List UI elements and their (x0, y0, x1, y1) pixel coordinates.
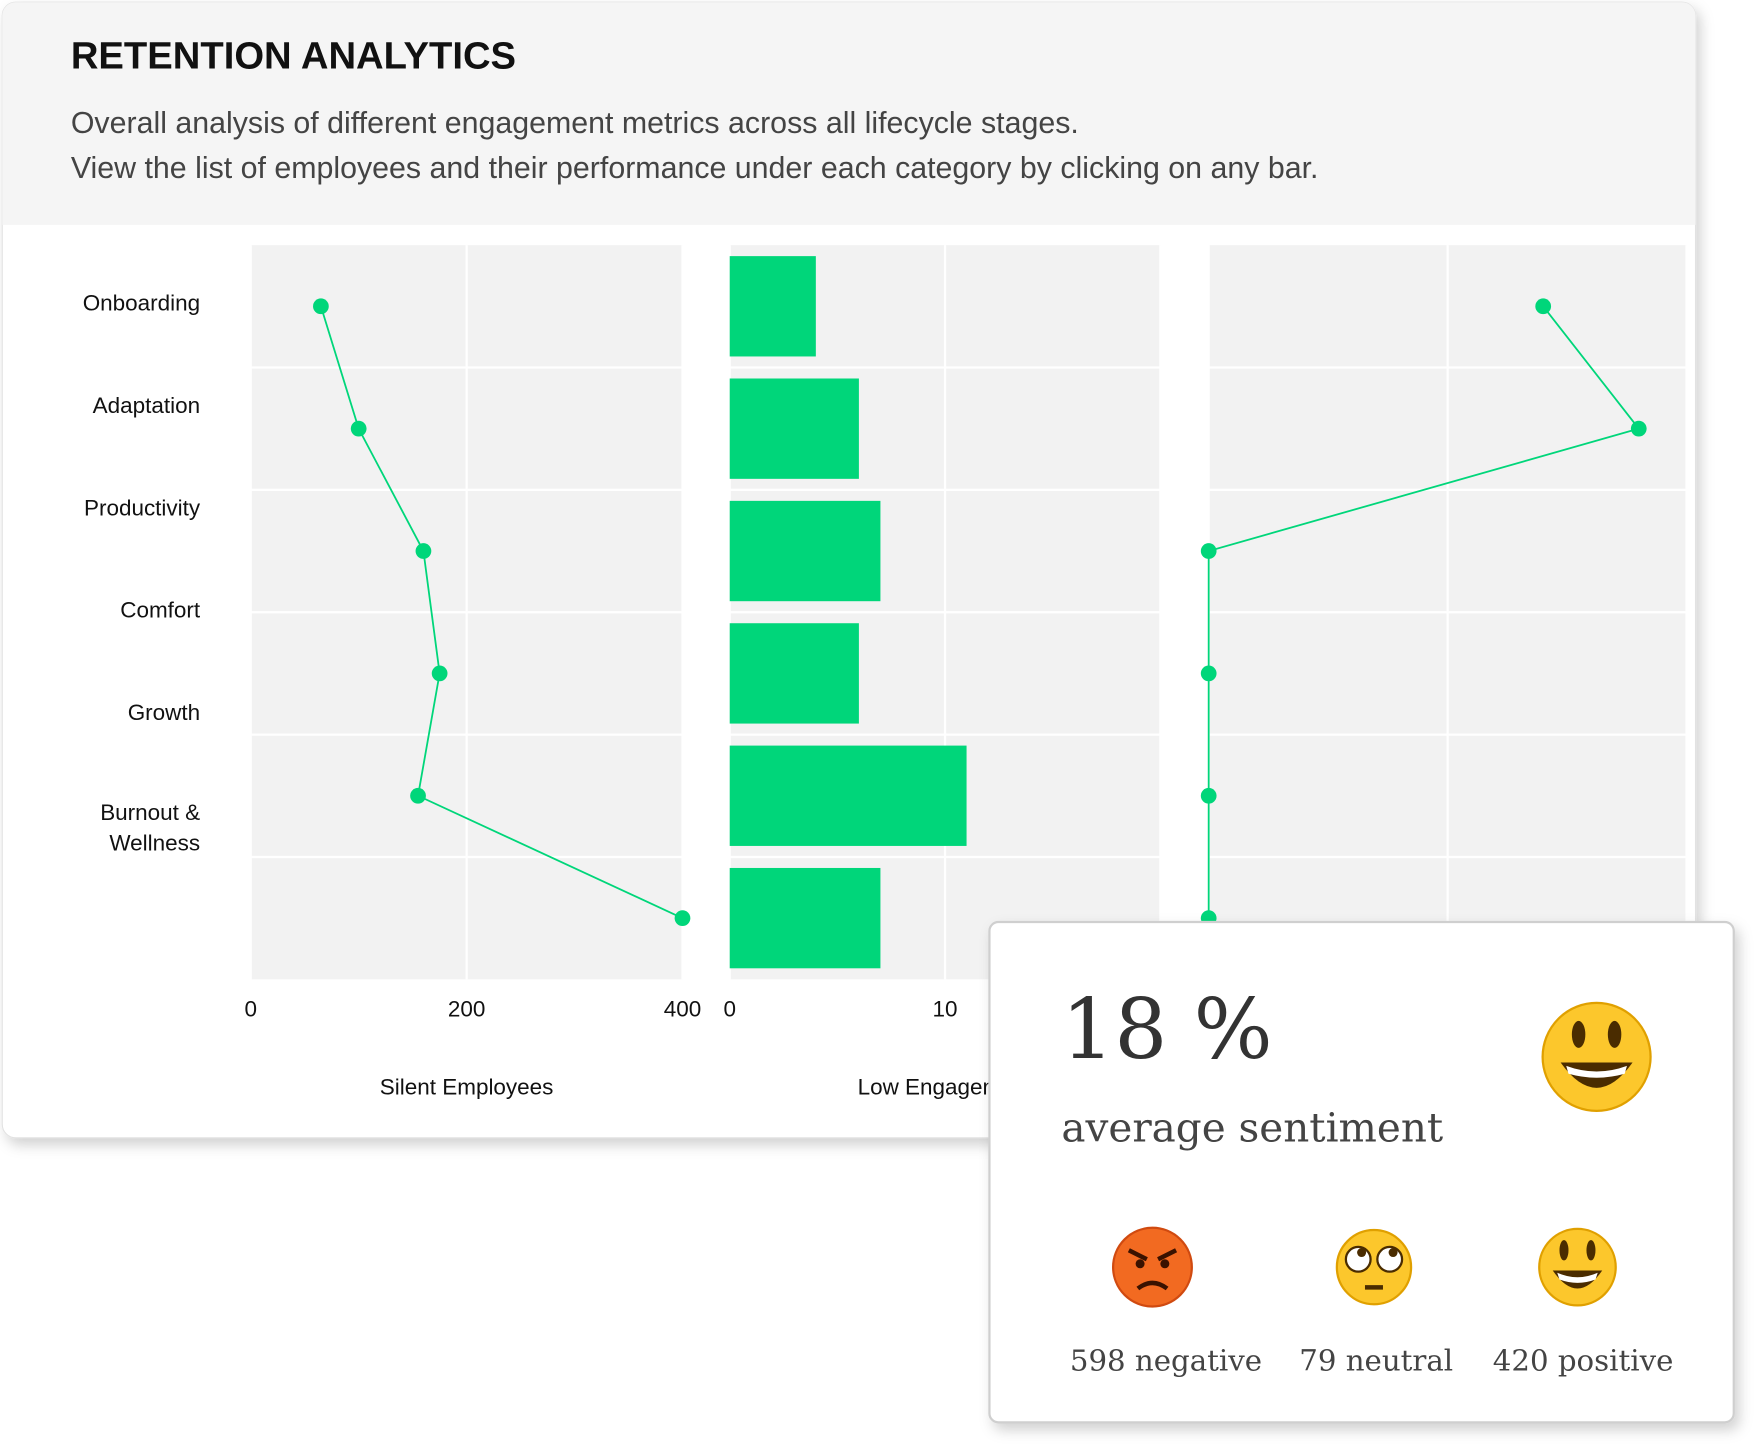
bar[interactable] (729, 623, 859, 724)
positive-count: 420 positive (1493, 1344, 1674, 1378)
sentiment-caption: average sentiment (1061, 1104, 1443, 1152)
point[interactable] (1630, 420, 1647, 437)
point[interactable] (1200, 665, 1217, 682)
title: RETENTION ANALYTICS (71, 35, 516, 78)
category-label: Onboarding (83, 291, 200, 316)
neutral-count: 79 neutral (1299, 1344, 1453, 1378)
bar[interactable] (729, 378, 859, 479)
category-label: Growth (128, 700, 200, 725)
charts: Onboarding Adaptation Productivity Comfort G… (83, 245, 1693, 1099)
x-tick-label: 10 (933, 997, 958, 1022)
analytics-card: RETENTION ANALYTICS Overall analysis of … (1, 1, 1697, 1139)
line (320, 306, 683, 919)
big-smile-emoji (1541, 1001, 1652, 1112)
subtitle: View the list of employees and their per… (71, 152, 1319, 185)
bar[interactable] (729, 500, 881, 602)
angry-emoji (1111, 1226, 1193, 1308)
x-axis-label: Silent Employees (380, 1074, 554, 1099)
point[interactable] (350, 420, 367, 437)
sentiment-card: 18 % average sentiment (988, 920, 1735, 1424)
point[interactable] (674, 910, 691, 927)
negative-count: 598 negative (1070, 1344, 1262, 1378)
x-tick-label: 400 (664, 997, 702, 1022)
line (1207, 305, 1641, 919)
category-label: Productivity (84, 495, 201, 520)
x-tick-label: 200 (448, 997, 486, 1022)
point[interactable] (431, 665, 448, 682)
category-label: Comfort (120, 598, 201, 623)
x-tick-label: 0 (244, 997, 257, 1022)
point[interactable] (415, 543, 432, 559)
category-label: Adaptation (93, 393, 200, 418)
bar[interactable] (729, 867, 881, 969)
bar[interactable] (729, 745, 967, 846)
header-background (2, 2, 1696, 225)
point[interactable] (1200, 787, 1217, 804)
bar[interactable] (729, 256, 816, 357)
category-label: Burnout & Wellness (100, 800, 200, 855)
point[interactable] (410, 787, 426, 804)
point[interactable] (1535, 298, 1552, 315)
smile-emoji (1538, 1227, 1617, 1307)
eye-roll-emoji (1335, 1228, 1413, 1306)
average-sentiment: 18 % (1061, 981, 1272, 1078)
point[interactable] (1200, 543, 1217, 559)
x-tick-label: 0 (723, 997, 736, 1022)
point[interactable] (313, 298, 329, 315)
subtitle: Overall analysis of different engagement… (71, 107, 1079, 140)
